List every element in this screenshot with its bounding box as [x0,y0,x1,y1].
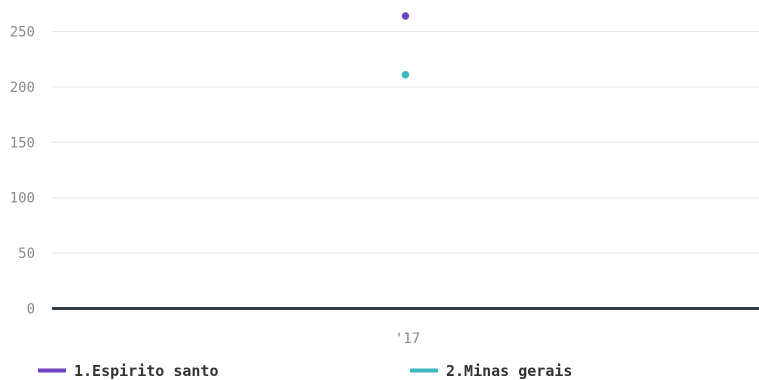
gridlines [52,31,759,254]
x-tick-label: '17 [395,331,420,347]
y-tick-label: 150 [10,135,35,151]
data-points [400,10,411,80]
y-tick-label: 200 [10,80,35,96]
legend: 1.Espirito santo 2.Minas gerais [38,362,572,380]
legend-label: 2.Minas gerais [446,362,572,380]
y-tick-label: 0 [27,302,35,318]
data-point-series-1[interactable] [400,10,411,22]
y-tick-label: 250 [10,25,35,41]
legend-label: 1.Espirito santo [74,362,219,380]
x-axis-ticks: '17 [395,331,420,347]
y-tick-label: 100 [10,191,35,207]
y-axis-ticks: 0 50 100 150 200 250 [10,25,35,318]
data-point-series-2[interactable] [400,69,411,80]
y-tick-label: 50 [18,246,35,262]
